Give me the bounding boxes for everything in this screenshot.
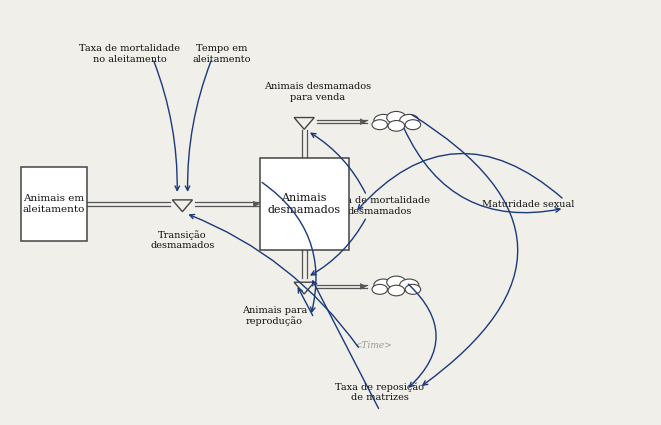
Text: Maturidade sexual: Maturidade sexual	[482, 200, 574, 209]
Circle shape	[388, 285, 405, 296]
Text: Animais em
aleitamento: Animais em aleitamento	[23, 194, 85, 214]
Circle shape	[388, 121, 405, 131]
Bar	[260, 158, 348, 250]
Circle shape	[387, 276, 406, 289]
Text: Transição
desmamados: Transição desmamados	[150, 230, 215, 250]
Circle shape	[374, 279, 393, 292]
Text: Tempo em
aleitamento: Tempo em aleitamento	[192, 45, 251, 64]
Circle shape	[405, 284, 420, 294]
Circle shape	[400, 279, 419, 292]
Circle shape	[374, 114, 393, 127]
Bar	[21, 167, 87, 241]
Text: Taxa de mortalidade
no aleitamento: Taxa de mortalidade no aleitamento	[79, 45, 180, 64]
Circle shape	[400, 114, 419, 127]
Text: <Time>: <Time>	[354, 341, 392, 350]
Text: Animais desmamados
para venda: Animais desmamados para venda	[264, 82, 371, 102]
Text: Taxa de mortalidade
desmamados: Taxa de mortalidade desmamados	[329, 196, 430, 216]
Circle shape	[372, 284, 387, 294]
Text: Taxa de reposição
de matrizes: Taxa de reposição de matrizes	[335, 382, 424, 402]
Circle shape	[387, 111, 406, 124]
Text: Animais
desmamados: Animais desmamados	[268, 193, 340, 215]
Text: Animais para
reprodução: Animais para reprodução	[242, 306, 307, 326]
Circle shape	[405, 120, 420, 130]
Circle shape	[372, 120, 387, 130]
